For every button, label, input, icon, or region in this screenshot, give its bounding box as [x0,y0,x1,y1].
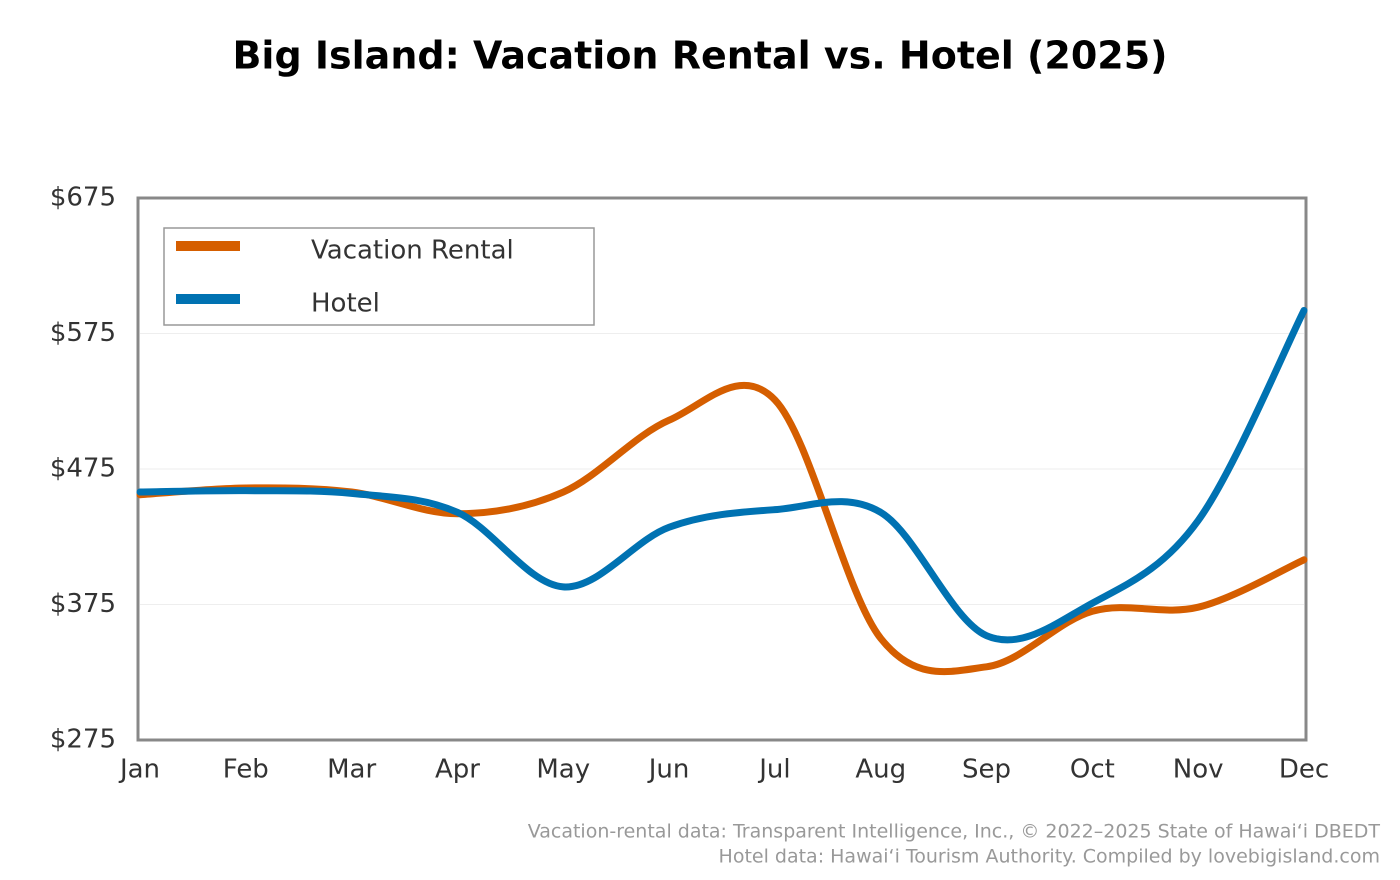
x-tick-label: Jan [118,755,160,785]
series-line [136,306,1308,644]
x-tick-label: Oct [1070,755,1115,785]
x-tick-label: May [536,755,590,785]
x-tick-label: Nov [1173,755,1224,785]
x-tick-label: Mar [327,755,376,785]
x-tick-label: Jun [647,755,690,785]
series-line [136,382,1308,676]
x-tick-label: Sep [962,755,1011,785]
y-tick-label: $475 [50,454,116,484]
y-tick-label: $275 [50,725,116,755]
x-tick-label: Feb [223,755,269,785]
x-tick-label: Dec [1279,755,1329,785]
x-tick-label: Aug [855,755,906,785]
source-note: Vacation-rental data: Transparent Intell… [528,821,1381,843]
plot-frame [136,196,1308,742]
legend-label: Hotel [311,289,380,319]
x-tick-label: Apr [435,755,480,785]
y-tick-label: $375 [50,589,116,619]
y-tick-label: $675 [50,183,116,213]
chart-title: Big Island: Vacation Rental vs. Hotel (2… [232,34,1167,78]
x-tick-label: Jul [757,755,790,785]
source-note: Hotel data: Hawaiʻi Tourism Authority. C… [719,846,1380,868]
y-tick-label: $575 [50,318,116,348]
legend-label: Vacation Rental [311,236,514,266]
